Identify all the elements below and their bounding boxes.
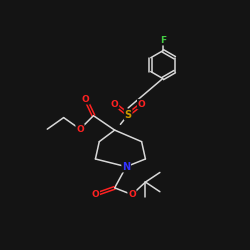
Text: F: F (160, 36, 166, 45)
Text: O: O (128, 190, 136, 199)
Text: O: O (76, 125, 84, 134)
Text: O: O (82, 95, 90, 104)
Text: S: S (124, 110, 132, 120)
Text: O: O (138, 100, 145, 108)
Text: N: N (122, 162, 130, 172)
Text: O: O (92, 190, 99, 199)
Text: O: O (111, 100, 118, 108)
